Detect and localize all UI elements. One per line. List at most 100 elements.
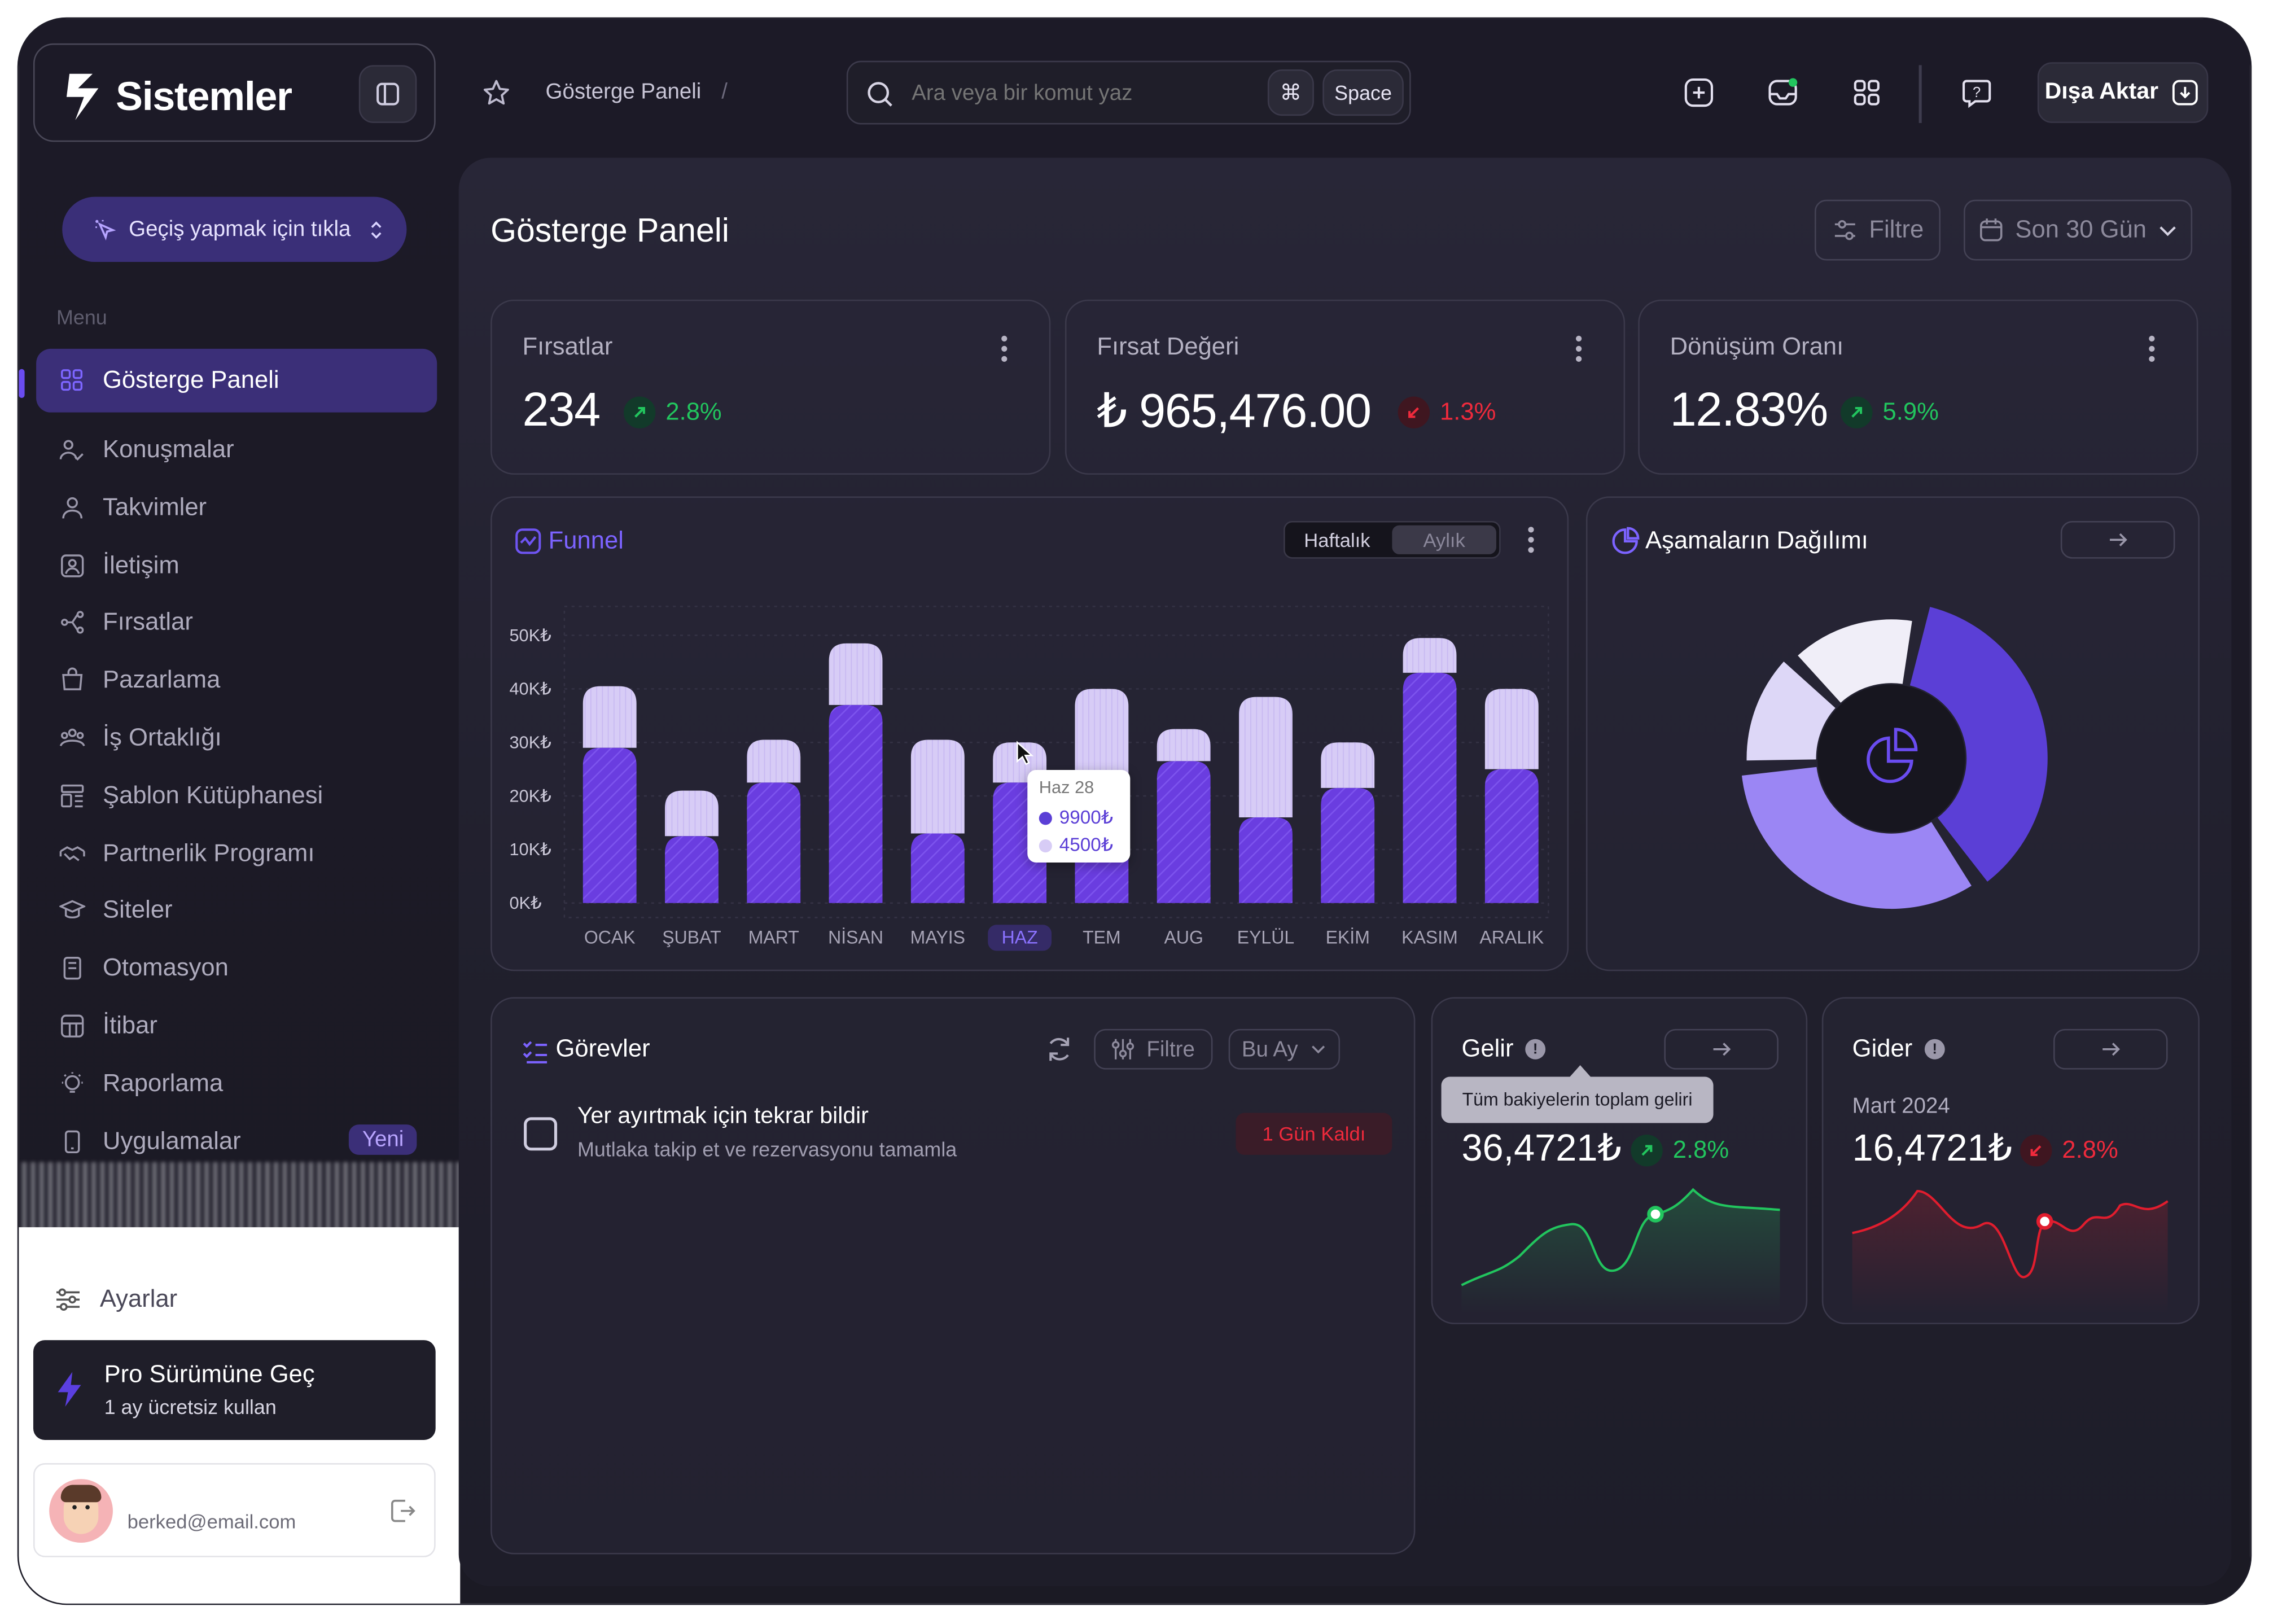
sidebar-item-5[interactable]: Fırsatlar xyxy=(36,591,437,655)
sidebar-item-11[interactable]: Otomasyon xyxy=(36,936,437,1000)
bar-segment-primary[interactable] xyxy=(1484,769,1539,903)
bar-segment-secondary[interactable] xyxy=(1484,689,1539,769)
expense-arrow-button[interactable] xyxy=(2053,1028,2168,1070)
bar-segment-primary[interactable] xyxy=(1157,761,1211,903)
bar-segment-secondary[interactable] xyxy=(1403,638,1457,673)
bar-segment-primary[interactable] xyxy=(829,704,883,903)
income-arrow-button[interactable] xyxy=(1664,1028,1779,1070)
bar-segment-primary[interactable] xyxy=(747,782,801,903)
sidebar-item-6[interactable]: Pazarlama xyxy=(36,649,437,712)
sidebar-item-9[interactable]: Partnerlik Programı xyxy=(36,821,437,885)
sidebar-item-label: Pazarlama xyxy=(103,666,221,694)
period-toggle[interactable]: Haftalık Aylık xyxy=(1284,520,1501,559)
bar-group[interactable] xyxy=(1321,742,1375,903)
bar-segment-secondary[interactable] xyxy=(1321,742,1375,788)
tooltip-v2: 4500₺ xyxy=(1059,833,1114,856)
task-checkbox[interactable] xyxy=(524,1117,558,1151)
bar-group[interactable] xyxy=(582,686,637,903)
sidebar-item-8[interactable]: Şablon Kütüphanesi xyxy=(36,764,437,828)
task-title[interactable]: Yer ayırtmak için tekrar bildir xyxy=(577,1104,869,1129)
bar-group[interactable] xyxy=(1484,689,1539,903)
sidebar-item-14[interactable]: Uygulamalar Yeni xyxy=(36,1109,437,1173)
user-card[interactable]: berked@email.com xyxy=(33,1463,436,1557)
bar-segment-primary[interactable] xyxy=(1403,672,1457,903)
toggle-weekly[interactable]: Haftalık xyxy=(1304,529,1370,551)
star-icon[interactable] xyxy=(482,78,511,107)
donut-segment[interactable] xyxy=(1746,661,1836,761)
arrow-right-icon xyxy=(2101,1043,2119,1056)
inbox-icon[interactable] xyxy=(1767,77,1798,108)
bar-segment-secondary[interactable] xyxy=(1157,729,1211,761)
kpi-more-icon[interactable] xyxy=(1575,335,1582,362)
sidebar-item-12[interactable]: İtibar xyxy=(36,994,437,1058)
bar-segment-secondary[interactable] xyxy=(1075,689,1129,796)
sidebar-item-13[interactable]: Raporlama xyxy=(36,1052,437,1115)
search-bar[interactable]: ⌘ Space xyxy=(846,60,1411,125)
search-input[interactable] xyxy=(912,73,1259,112)
info-icon[interactable]: ! xyxy=(1525,1039,1546,1060)
bar-segment-secondary[interactable] xyxy=(910,739,965,834)
bar-group[interactable] xyxy=(747,739,801,903)
sidebar-item-4[interactable]: İletişim xyxy=(36,533,437,597)
info-icon[interactable]: ! xyxy=(1924,1039,1945,1060)
date-range-select[interactable]: Son 30 Gün xyxy=(1964,199,2193,261)
bar-segment-secondary[interactable] xyxy=(747,739,801,783)
chevron-up-down-icon xyxy=(371,221,382,238)
kpi-more-icon[interactable] xyxy=(1001,335,1008,362)
export-button[interactable]: Dışa Aktar xyxy=(2037,62,2209,123)
brand-box: Sistemler xyxy=(33,43,436,142)
brand-logo[interactable]: Sistemler xyxy=(61,71,292,123)
logout-icon[interactable] xyxy=(388,1496,417,1525)
sidebar-item-2[interactable]: Konuşmalar xyxy=(36,418,437,482)
sidebar-toggle-button[interactable] xyxy=(358,65,417,123)
bar-group[interactable] xyxy=(1157,729,1211,903)
kpi-more-icon[interactable] xyxy=(2149,335,2155,362)
upgrade-pro-card[interactable]: Pro Sürümüne Geç 1 ay ücretsiz kullan xyxy=(33,1340,436,1440)
bar-group[interactable] xyxy=(1239,697,1293,903)
tooltip-value-2: 4500₺ xyxy=(1039,834,1113,857)
breadcrumb[interactable]: Gösterge Paneli / xyxy=(546,80,728,104)
bar-segment-primary[interactable] xyxy=(582,747,637,903)
sidebar-item-7[interactable]: İş Ortaklığı xyxy=(36,706,437,770)
funnel-more-icon[interactable] xyxy=(1528,527,1534,553)
donut-segment[interactable] xyxy=(1742,767,1972,909)
donut-segment[interactable] xyxy=(1798,619,1912,703)
handshake-icon xyxy=(59,846,85,861)
sidebar-item-label: Konuşmalar xyxy=(103,435,234,463)
kpi-card-2: Fırsat Değeri ₺ 965,476.00 1.3% xyxy=(1065,299,1626,475)
breadcrumb-item[interactable]: Gösterge Paneli xyxy=(545,80,702,104)
tasks-period-select[interactable]: Bu Ay xyxy=(1228,1028,1341,1070)
avatar[interactable] xyxy=(49,1479,113,1543)
bar-group[interactable] xyxy=(829,643,883,903)
distribution-arrow-button[interactable] xyxy=(2060,520,2175,559)
bar-segment-secondary[interactable] xyxy=(1239,697,1293,818)
sidebar-item-1[interactable]: Gösterge Paneli xyxy=(36,348,437,413)
bar-segment-secondary[interactable] xyxy=(665,790,719,837)
bar-segment-primary[interactable] xyxy=(665,836,719,903)
bar-group[interactable] xyxy=(910,739,965,903)
help-chat-icon[interactable]: ? xyxy=(1961,77,1992,108)
x-tick-label: EYLÜL xyxy=(1237,927,1295,948)
donut-segment[interactable] xyxy=(1909,607,2048,882)
sidebar-item-3[interactable]: Takvimler xyxy=(36,476,437,540)
filter-button[interactable]: Filtre xyxy=(1815,199,1941,261)
toggle-monthly[interactable]: Aylık xyxy=(1392,525,1496,554)
income-tooltip: Tüm bakiyelerin toplam geliri xyxy=(1441,1076,1714,1123)
tasks-filter-button[interactable]: Filtre xyxy=(1094,1028,1213,1070)
bar-segment-primary[interactable] xyxy=(1321,787,1375,903)
sidebar-item-10[interactable]: Siteler xyxy=(36,879,437,943)
bar-segment-primary[interactable] xyxy=(910,833,965,903)
bar-segment-secondary[interactable] xyxy=(582,686,637,748)
settings-link[interactable]: Ayarlar xyxy=(54,1285,177,1314)
mouse-cursor-icon xyxy=(1017,741,1034,765)
apps-grid-icon[interactable] xyxy=(1851,77,1882,108)
workspace-switch-button[interactable]: Geçiş yapmak için tıkla xyxy=(62,196,407,262)
bar-group[interactable] xyxy=(665,790,719,903)
bar-segment-primary[interactable] xyxy=(1239,817,1293,903)
menu-label: Menu xyxy=(56,305,107,329)
bar-group[interactable] xyxy=(1403,638,1457,903)
bar-segment-secondary[interactable] xyxy=(829,643,883,705)
refresh-icon[interactable] xyxy=(1045,1035,1074,1063)
main-panel: Gösterge Paneli Filtre Son 30 Gün Fırsat… xyxy=(458,157,2232,1586)
add-square-icon[interactable] xyxy=(1683,77,1715,108)
